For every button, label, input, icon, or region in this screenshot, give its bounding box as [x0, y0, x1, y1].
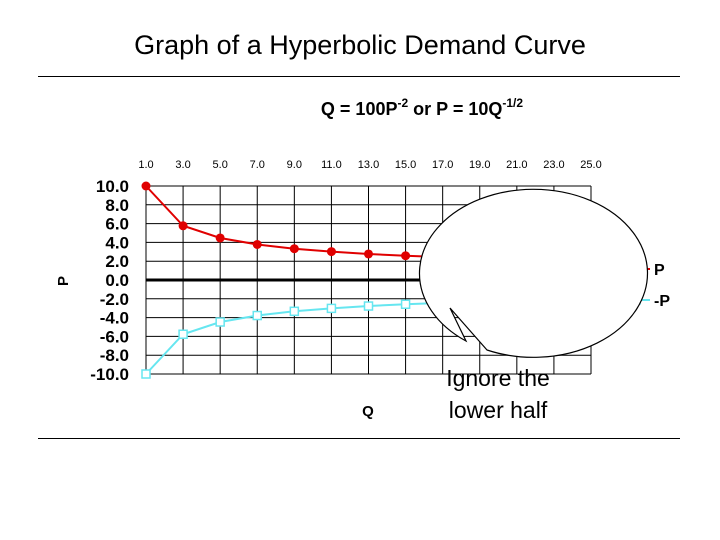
- slide-title: Graph of a Hyperbolic Demand Curve: [134, 30, 586, 60]
- x-tick-label: 3.0: [175, 159, 190, 171]
- p-point: [141, 181, 151, 191]
- neg-p-point: [400, 299, 411, 310]
- callout-line-2: lower half: [449, 397, 548, 423]
- x-tick-label: 7.0: [250, 159, 265, 171]
- y-tick-label: -8.0: [100, 346, 129, 365]
- top-divider: [38, 76, 680, 77]
- bottom-divider: [38, 438, 680, 439]
- legend-label: P: [654, 262, 665, 279]
- x-tick-label: 15.0: [395, 159, 416, 171]
- callout-bubble: [418, 188, 649, 358]
- x-tick-label: 19.0: [469, 159, 490, 171]
- x-tick-label: 21.0: [506, 159, 527, 171]
- y-tick-labels: 10.08.06.04.02.00.0-2.0-4.0-6.0-8.0-10.0: [90, 177, 129, 384]
- annotation-callout: Ignore the lower half: [418, 188, 649, 423]
- y-tick-label: 4.0: [105, 233, 129, 252]
- x-tick-labels: 1.0 3.0 5.0 7.0 9.0 11.0 13.0 15.0 17.0 19.0 21.0 2…: [138, 159, 601, 171]
- x-tick-label: 25.0: [580, 159, 601, 171]
- neg-p-point: [215, 317, 225, 327]
- p-point: [364, 249, 373, 259]
- callout-line-1: Ignore the: [446, 365, 550, 391]
- p-point: [178, 221, 188, 231]
- x-tick-label: 17.0: [432, 159, 453, 171]
- p-point: [215, 233, 225, 243]
- y-tick-label: 8.0: [105, 196, 129, 215]
- x-tick-label: 11.0: [321, 159, 342, 171]
- neg-p-point: [141, 369, 151, 379]
- neg-p-point: [252, 310, 262, 321]
- x-axis-label: Q: [362, 403, 374, 420]
- neg-p-point: [289, 306, 300, 317]
- x-tick-label: 13.0: [358, 159, 379, 171]
- y-tick-label: 0.0: [105, 271, 129, 290]
- x-tick-label: 9.0: [287, 159, 302, 171]
- x-tick-label: 5.0: [213, 159, 228, 171]
- p-point: [252, 239, 262, 249]
- p-point: [289, 244, 299, 254]
- y-tick-label: -6.0: [100, 327, 129, 346]
- x-tick-label: 23.0: [543, 159, 564, 171]
- p-point: [326, 247, 336, 257]
- neg-p-point: [326, 303, 337, 314]
- p-point: [401, 251, 411, 261]
- y-axis-label: P: [55, 276, 72, 286]
- y-tick-label: 6.0: [105, 215, 129, 234]
- legend-label: -P: [654, 293, 670, 310]
- neg-p-point: [178, 329, 188, 339]
- x-tick-label: 1.0: [138, 159, 153, 171]
- neg-p-point: [363, 301, 374, 311]
- y-tick-label: -2.0: [100, 290, 129, 309]
- y-tick-label: 2.0: [105, 252, 129, 271]
- y-tick-label: 10.0: [96, 177, 129, 196]
- chart-equation: Q = 100P-2 or P = 10Q-1/2: [321, 96, 523, 119]
- y-tick-label: -10.0: [90, 365, 129, 384]
- y-tick-label: -4.0: [100, 309, 129, 328]
